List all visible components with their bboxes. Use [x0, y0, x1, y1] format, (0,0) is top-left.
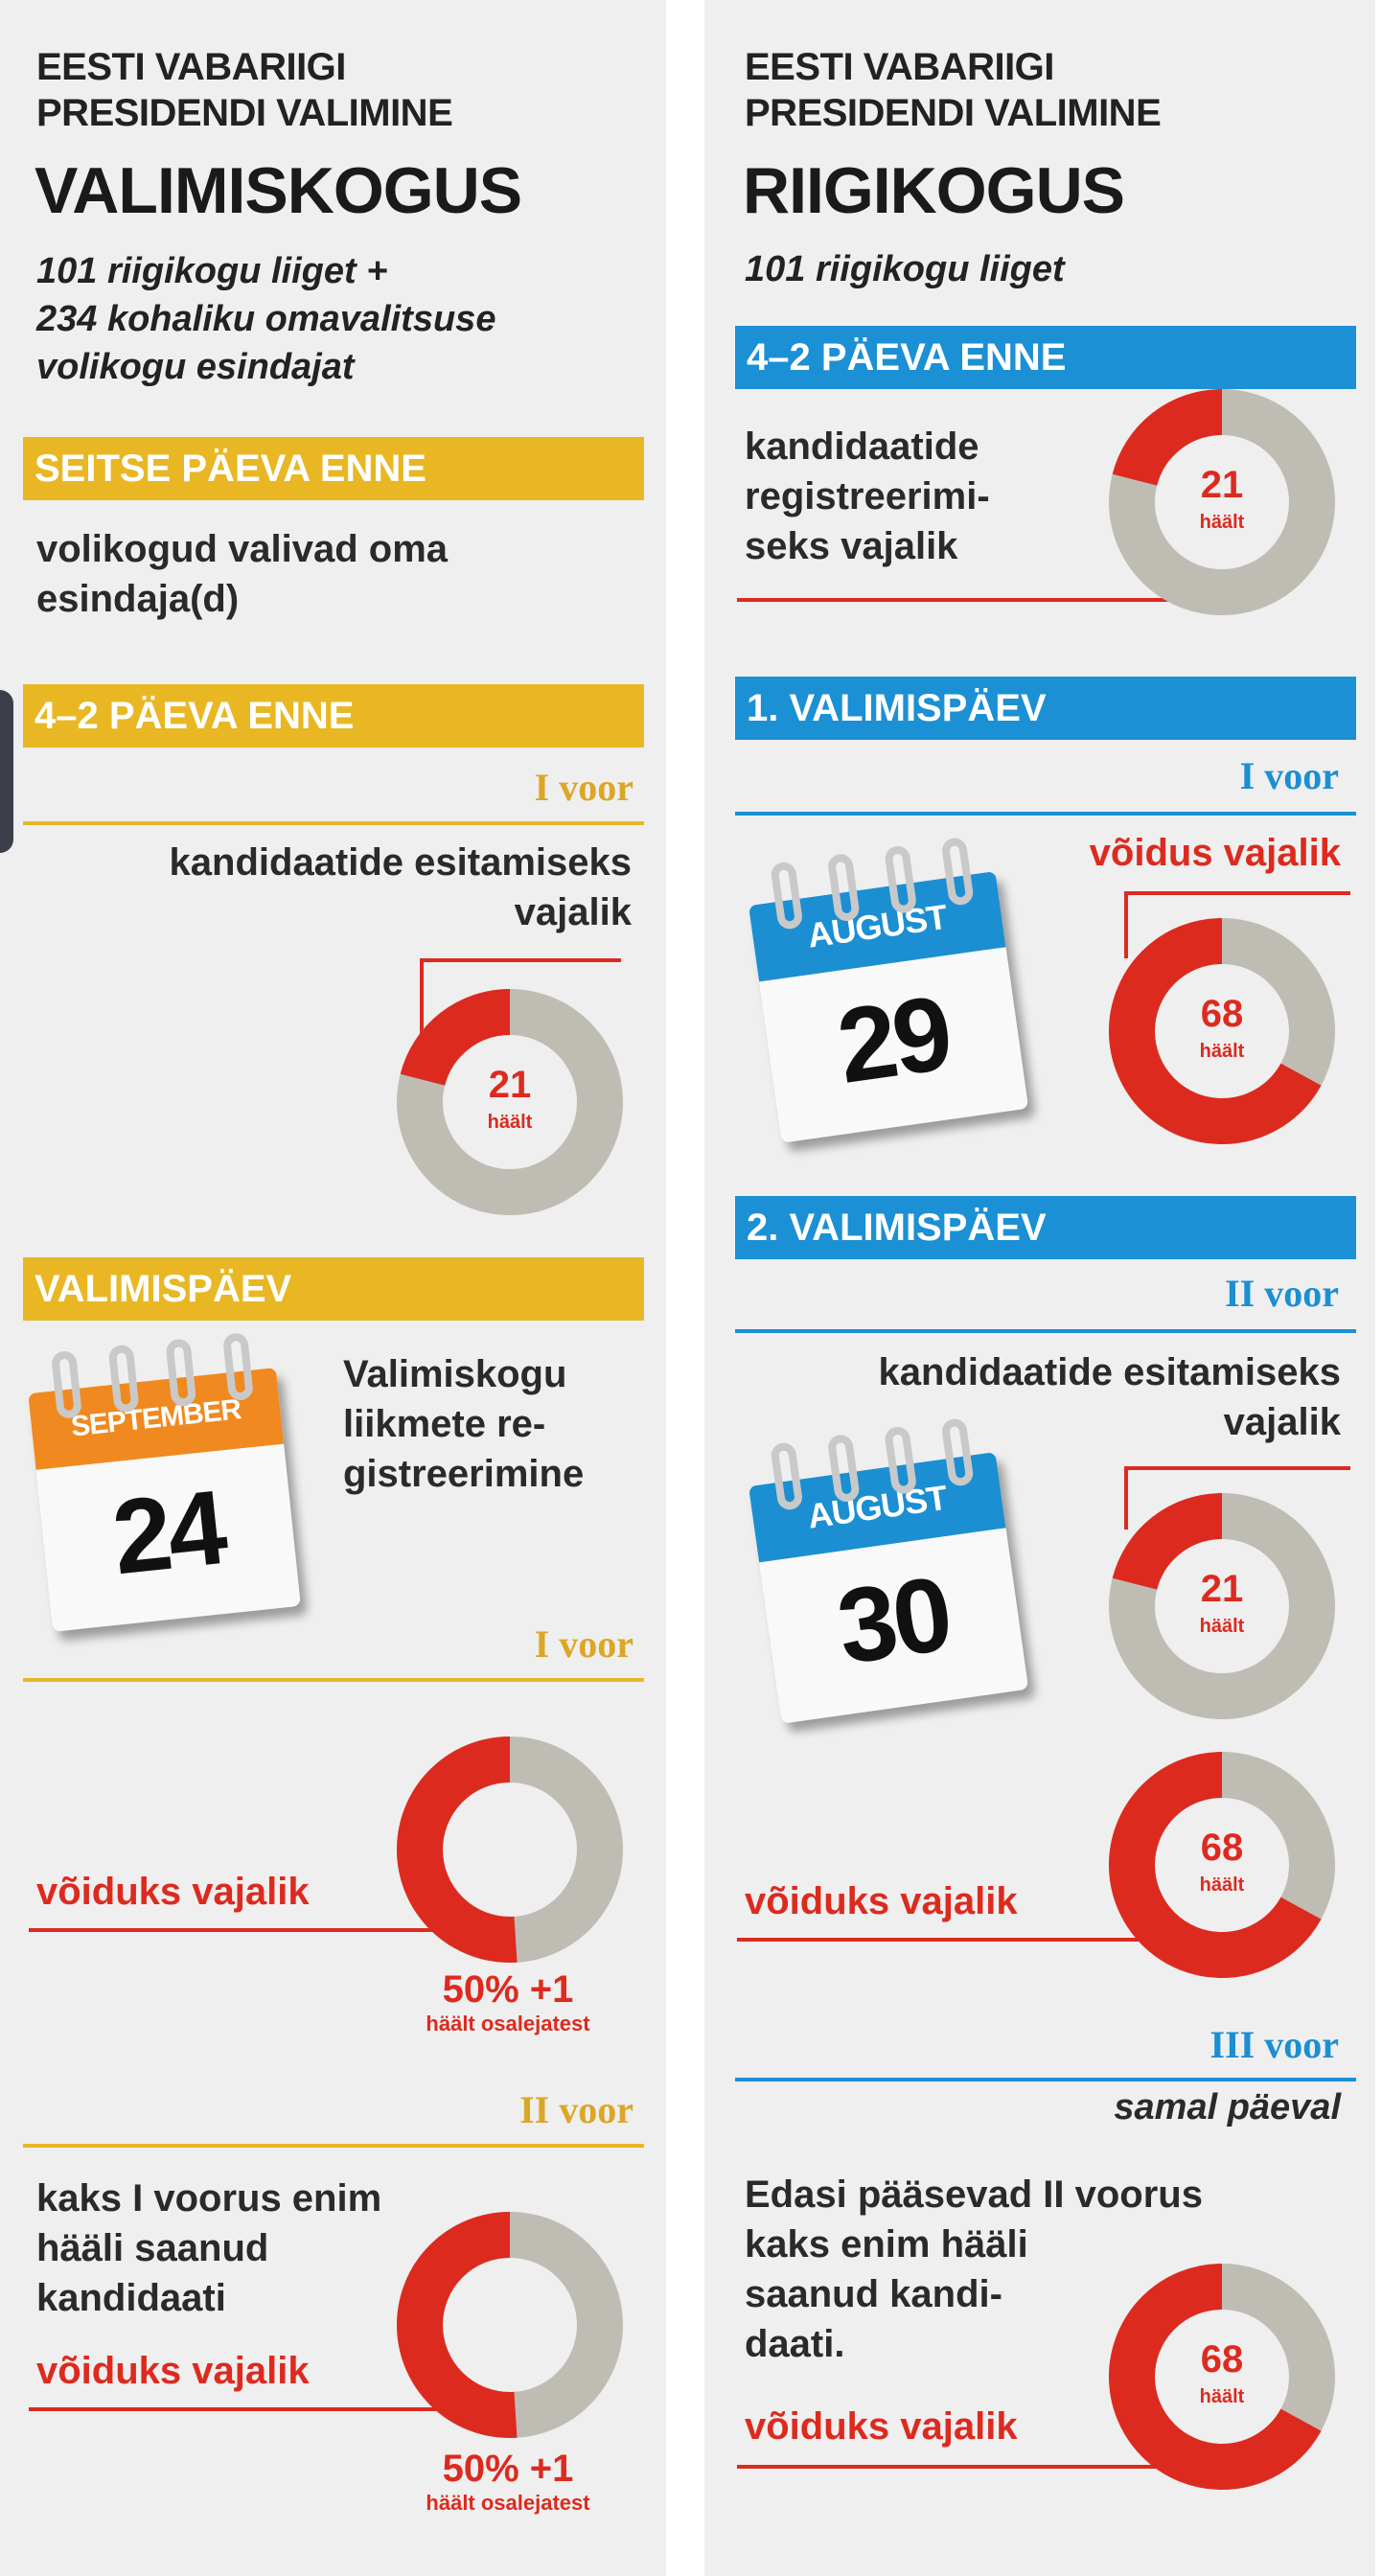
left-round2-pct: 50% +1 häält osalejatest — [426, 2448, 590, 2515]
right-round2-win-donut-svg — [1109, 1752, 1335, 1978]
right-stage2-pointer-h — [1124, 891, 1350, 895]
right-round3-donut: 68 häält — [1107, 2262, 1337, 2492]
right-round3-rule — [735, 2078, 1356, 2082]
left-round2-rule — [23, 2144, 644, 2148]
donut-share — [397, 2212, 623, 2438]
donut-share — [1109, 389, 1335, 615]
left-round1-label: I voor — [534, 1622, 633, 1666]
calendar-day: 30 — [830, 1554, 956, 1687]
right-stage2-donut-svg — [1109, 918, 1335, 1144]
left-stage3-text: Valimiskogu liikmete re- gistreerimine — [343, 1353, 585, 1495]
right-round3-note: samal päeval — [1114, 2087, 1341, 2128]
left-stage2-pointer-h — [420, 958, 621, 962]
right-stage2-pointer-v — [1124, 891, 1128, 958]
left-round1-donut-svg — [397, 1736, 623, 1963]
right-round2-win: võiduks vajalik — [745, 1880, 1018, 1922]
september-calendar-icon: SEPTEMBER 24 — [24, 1329, 302, 1642]
right-stage2-win: võidus vajalik — [1089, 832, 1341, 874]
left-stage1-text: volikogud valivad oma esindaja(d) — [36, 528, 449, 620]
right-round2-label: II voor — [1225, 1272, 1339, 1315]
left-round2-label: II voor — [519, 2088, 633, 2131]
right-round3-donut-svg — [1109, 2264, 1335, 2490]
left-round1-rule — [23, 1678, 644, 1682]
left-stage2-votes-label: häält — [487, 1112, 533, 1133]
right-round2-rule — [735, 1329, 1356, 1333]
left-stage2-donut: 21 häält — [395, 987, 625, 1217]
right-stage1-underline — [737, 598, 1193, 602]
left-title: VALIMISKOGUS — [35, 154, 522, 227]
left-subtitle: 101 riigikogu liiget + 234 kohaliku omav… — [36, 251, 496, 387]
valimiskogu-column: EESTI VABARIIGI PRESIDENDI VALIMINE VALI… — [0, 0, 666, 2576]
left-round2-donut — [395, 2210, 625, 2440]
right-stage1-votes: 21 — [1200, 464, 1244, 506]
left-round1-win: võiduks vajalik — [36, 1871, 310, 1913]
left-stage2-pointer — [420, 958, 424, 1045]
donut-share — [397, 1736, 623, 1963]
right-round2-donut-svg — [1109, 1493, 1335, 1719]
right-stage1-donut: 21 häält — [1107, 387, 1337, 617]
left-stage2-donut-svg — [397, 989, 623, 1215]
right-stage3-header: 2. VALIMISPÄEV — [735, 1196, 1356, 1259]
right-round2-text: kandidaatide esitamiseks vajalik — [878, 1351, 1341, 1443]
left-stage2-votes: 21 — [488, 1064, 532, 1106]
right-round3-text: Edasi pääsevad II voorus kaks enim hääli… — [745, 2174, 1203, 2365]
left-stage2-round: I voor — [534, 766, 633, 809]
right-round2-pointer-h — [1124, 1466, 1350, 1470]
right-stage1-text: kandidaatide registreerimi- seks vajalik — [745, 426, 990, 567]
right-supertitle: EESTI VABARIIGI PRESIDENDI VALIMINE — [745, 46, 1162, 134]
right-round2-win-votes: 68 — [1200, 1827, 1244, 1869]
august-29-calendar-icon: AUGUST 29 — [743, 833, 1029, 1152]
right-round3-votes: 68 — [1200, 2338, 1244, 2380]
donut-share — [1109, 918, 1335, 1144]
right-round2-win-votes-label: häält — [1199, 1874, 1245, 1896]
left-stage2-rule — [23, 821, 644, 825]
riigikogu-column: EESTI VABARIIGI PRESIDENDI VALIMINE RIIG… — [704, 0, 1375, 2576]
right-round3-label: III voor — [1209, 2023, 1339, 2066]
donut-share — [1109, 2264, 1335, 2490]
right-round2-donut: 21 häält — [1107, 1491, 1337, 1721]
right-subtitle: 101 riigikogu liiget — [745, 249, 1065, 289]
edge-decoration — [0, 690, 13, 853]
left-stage1-header: SEITSE PÄEVA ENNE — [23, 437, 644, 500]
right-round2-win-donut: 68 häält — [1107, 1750, 1337, 1980]
august-30-calendar-icon: AUGUST 30 — [743, 1414, 1029, 1733]
right-stage2-rule — [735, 812, 1356, 816]
right-round2-votes-label: häält — [1199, 1616, 1245, 1637]
right-round2-pointer-v — [1124, 1466, 1128, 1530]
left-stage2-header: 4–2 PÄEVA ENNE — [23, 684, 644, 748]
right-round3-underline — [737, 2465, 1193, 2469]
calendar-day: 24 — [106, 1468, 229, 1598]
left-round2-win: võiduks vajalik — [36, 2350, 310, 2392]
right-stage2-votes-label: häält — [1199, 1041, 1245, 1062]
left-round1-donut — [395, 1735, 625, 1965]
left-round1-pct: 50% +1 häält osalejatest — [426, 1968, 590, 2036]
donut-share — [1109, 1752, 1335, 1978]
left-round2-underline — [29, 2407, 508, 2411]
left-round2-text: kaks I voorus enim hääli saanud kandidaa… — [36, 2177, 382, 2319]
right-stage2-donut: 68 häält — [1107, 916, 1337, 1146]
right-round3-votes-label: häält — [1199, 2386, 1245, 2407]
right-stage2-votes: 68 — [1200, 993, 1244, 1035]
right-stage2-header: 1. VALIMISPÄEV — [735, 677, 1356, 740]
left-stage3-header: VALIMISPÄEV — [23, 1257, 644, 1321]
left-stage2-text: kandidaatide esitamiseks vajalik — [169, 841, 632, 933]
right-stage1-donut-svg — [1109, 389, 1335, 615]
left-round1-underline — [29, 1928, 508, 1932]
left-supertitle: EESTI VABARIIGI PRESIDENDI VALIMINE — [36, 46, 453, 134]
right-stage1-header: 4–2 PÄEVA ENNE — [735, 326, 1356, 389]
right-title: RIIGIKOGUS — [743, 154, 1125, 227]
right-stage1-votes-label: häält — [1199, 512, 1245, 533]
right-round2-votes: 21 — [1200, 1568, 1244, 1610]
donut-share — [397, 989, 623, 1215]
calendar-day: 29 — [830, 974, 956, 1106]
right-round3-win: võiduks vajalik — [745, 2405, 1018, 2448]
right-round2-win-underline — [737, 1938, 1193, 1942]
right-stage2-round: I voor — [1239, 754, 1339, 797]
left-round2-donut-svg — [397, 2212, 623, 2438]
donut-share — [1109, 1493, 1335, 1719]
